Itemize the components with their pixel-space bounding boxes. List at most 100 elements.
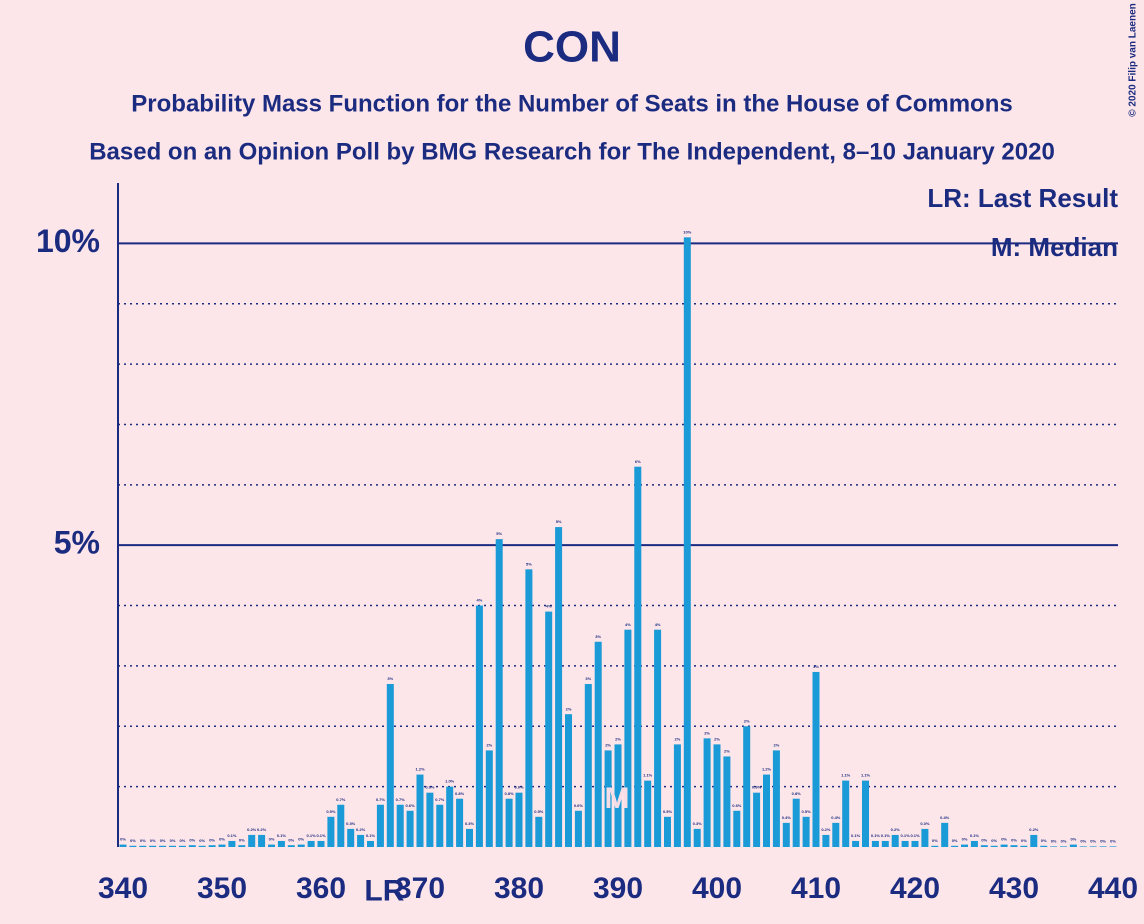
bar (832, 822, 840, 847)
bar (1010, 845, 1018, 847)
value-label: 0.1% (307, 833, 317, 838)
bar (119, 844, 127, 847)
bar (228, 840, 236, 847)
value-label: 0.5% (663, 809, 673, 814)
bar (822, 834, 830, 847)
value-label: 0.7% (435, 797, 445, 802)
value-label: 1.1% (841, 773, 851, 778)
bar (188, 845, 196, 847)
bar (475, 605, 483, 847)
value-label: 1.1% (861, 773, 871, 778)
bar (277, 840, 285, 847)
value-label: 5% (526, 561, 532, 566)
bar (238, 845, 246, 847)
bar (258, 834, 266, 847)
bar (921, 828, 929, 847)
value-label: 2% (724, 749, 730, 754)
bar (852, 840, 860, 847)
bar (792, 798, 800, 847)
value-label: 0.3% (346, 821, 356, 826)
bar (1099, 846, 1107, 847)
value-label: 0.8% (792, 791, 802, 796)
bar (466, 828, 473, 847)
bar (1060, 846, 1067, 847)
value-label: 0% (991, 838, 997, 843)
bar (703, 738, 711, 847)
bar (426, 792, 434, 847)
bar (327, 816, 335, 847)
bar (515, 792, 523, 847)
value-label: 0.9% (752, 785, 762, 790)
x-tick-label: 420 (890, 872, 940, 905)
bar (862, 780, 869, 847)
value-label: 0.7% (336, 797, 346, 802)
value-label: 0% (1041, 838, 1047, 843)
value-label: 0.9% (514, 785, 524, 790)
bar (604, 750, 612, 847)
bar (317, 840, 325, 847)
y-tick-label: 10% (36, 223, 100, 259)
bar (545, 611, 553, 847)
bar (446, 786, 454, 847)
bar (555, 527, 563, 847)
bar (1069, 844, 1077, 847)
value-label: 0% (981, 837, 987, 842)
value-label: 0% (962, 837, 968, 842)
bar (772, 750, 780, 847)
value-label: 0.4% (940, 815, 950, 820)
value-label: 0% (209, 837, 215, 842)
bar (812, 671, 820, 847)
value-label: 0% (140, 838, 146, 843)
bar (1079, 846, 1087, 847)
value-label: 2% (774, 742, 780, 747)
x-tick-label: 350 (197, 872, 247, 905)
bar (1109, 846, 1117, 847)
value-label: 4% (655, 622, 661, 627)
bar (386, 684, 394, 847)
value-label: 0.1% (910, 833, 920, 838)
value-label: 0% (239, 837, 245, 842)
bar (584, 684, 592, 847)
bar (485, 750, 493, 847)
value-label: 0.6% (406, 803, 416, 808)
bar (149, 845, 157, 847)
bar (1089, 846, 1097, 847)
value-label: 0% (1061, 838, 1067, 843)
value-label: 1.2% (762, 767, 772, 772)
value-label: 3% (585, 676, 591, 681)
value-label: 2% (615, 736, 621, 741)
value-label: 0.2% (1029, 827, 1039, 832)
bar (723, 756, 731, 847)
bar (287, 845, 295, 847)
bar (178, 845, 186, 847)
value-label: 0.4% (831, 815, 841, 820)
value-label: 0% (1001, 837, 1007, 842)
value-label: 0% (952, 838, 958, 843)
bar (129, 845, 137, 847)
bar (574, 810, 582, 847)
chart-subtitle: Based on an Opinion Poll by BMG Research… (89, 138, 1055, 165)
x-tick-label: 390 (593, 872, 643, 905)
value-label: 2% (714, 736, 720, 741)
bar (208, 845, 216, 847)
value-label: 0.2% (356, 827, 366, 832)
copyright: © 2020 Filip van Laenen (1128, 3, 1139, 117)
value-label: 0% (298, 837, 304, 842)
value-label: 3% (387, 676, 393, 681)
bar (624, 629, 632, 847)
bar (169, 845, 176, 847)
value-label: 6% (635, 459, 641, 464)
value-label: 10% (683, 229, 691, 234)
value-label: 0% (170, 838, 176, 843)
value-label: 0% (219, 837, 225, 842)
value-label: 0.1% (316, 833, 326, 838)
value-label: 0% (1011, 837, 1017, 842)
value-label: 0% (130, 838, 136, 843)
value-label: 2% (744, 718, 750, 723)
value-label: 3% (595, 634, 601, 639)
value-label: 0.1% (901, 833, 911, 838)
bar (436, 804, 444, 847)
value-label: 4% (546, 604, 552, 609)
value-label: 0.7% (376, 797, 386, 802)
